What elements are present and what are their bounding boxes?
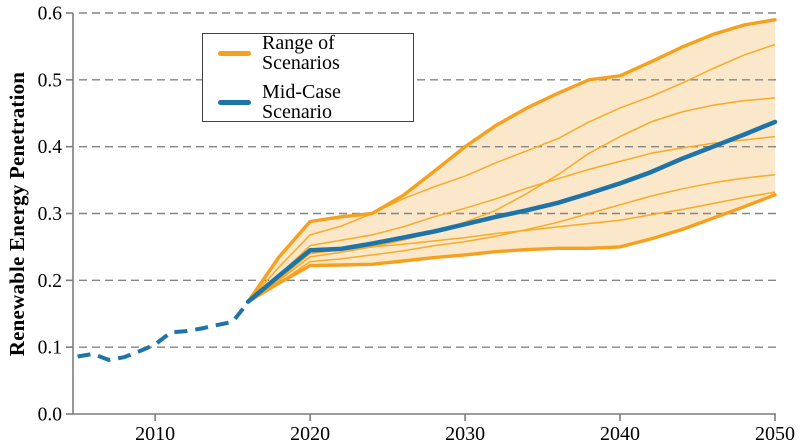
mid-case-scenario-swatch <box>218 99 251 105</box>
x-tick-label-2010: 2010 <box>135 423 175 445</box>
range-upper-bound-line <box>246 18 777 304</box>
x-tick-label-2040: 2040 <box>600 423 640 445</box>
thin-scenario-line-4 <box>247 173 776 303</box>
y-axis-title: Renewable Energy Penetration <box>5 71 29 357</box>
y-tick-label-0.6: 0.6 <box>38 4 63 25</box>
y-tick-label-0.5: 0.5 <box>38 70 62 91</box>
legend-item-mid-case-scenario: Mid-Case Scenario <box>218 82 413 122</box>
y-tick-label-0.4: 0.4 <box>38 137 63 158</box>
x-tick-label-2020: 2020 <box>290 423 330 445</box>
y-tick-label-0.3: 0.3 <box>38 204 62 225</box>
thin-scenario-line-1 <box>247 43 776 303</box>
mid-case-line <box>245 119 778 304</box>
x-tick-label-2030: 2030 <box>445 423 485 445</box>
thin-scenario-line-3 <box>247 135 776 303</box>
range-of-scenarios-swatch <box>218 50 251 56</box>
x-tick-label-2050: 2050 <box>755 423 795 445</box>
historical-dashed-line <box>77 301 250 362</box>
range-lower-bound-line <box>246 193 777 304</box>
y-tick-label-0.0: 0.0 <box>38 405 62 426</box>
y-tick-label-0.1: 0.1 <box>38 338 62 359</box>
thin-scenario-line-2 <box>247 97 776 303</box>
legend-item-range-of-scenarios: Range of Scenarios <box>218 33 413 73</box>
legend-label-mid-case-scenario: Mid-Case Scenario <box>262 81 341 123</box>
legend: Range of Scenarios Mid-Case Scenario <box>202 33 414 122</box>
scenario-band-fill <box>248 19 776 302</box>
legend-label-range-of-scenarios: Range of Scenarios <box>262 32 340 74</box>
y-tick-label-0.2: 0.2 <box>38 271 62 292</box>
